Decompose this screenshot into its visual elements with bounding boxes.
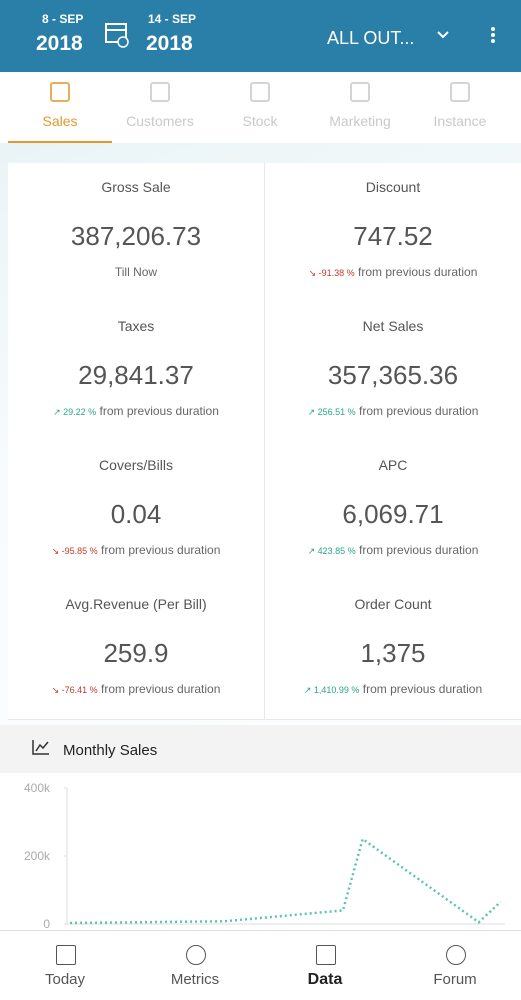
tab[interactable]: Customers <box>108 72 212 143</box>
tab[interactable]: Stock <box>208 72 312 143</box>
metric-note: ↗ 256.51 % from previous duration <box>265 404 521 418</box>
calendar-icon[interactable] <box>104 20 130 48</box>
trend-icon: ↘ <box>51 685 62 695</box>
metric-note-text: from previous duration <box>101 682 221 696</box>
metric-note: ↗ 423.85 % from previous duration <box>265 543 521 557</box>
nav-label[interactable]: Metrics <box>170 971 220 988</box>
metric-note-text: from previous duration <box>99 404 219 418</box>
metric-value: 1,375 <box>360 638 426 668</box>
tab-label[interactable]: Customers <box>126 113 194 129</box>
chart-icon <box>32 740 49 755</box>
metric-note: ↘ -76.41 % from previous duration <box>8 682 264 696</box>
tab-icon <box>250 82 270 102</box>
metric-label: Order Count <box>354 596 432 612</box>
end-year[interactable]: 2018 <box>146 32 193 55</box>
metric-label: Taxes <box>117 318 155 334</box>
metric-label: APC <box>378 457 408 473</box>
metric-note-text: from previous duration <box>359 404 479 418</box>
trend-icon: ↗ <box>307 546 318 556</box>
metric-change: 423.85 % <box>317 546 356 556</box>
chart-header: Monthly Sales <box>0 725 521 773</box>
sales-line <box>70 836 502 925</box>
metric-change: 1,410.99 % <box>313 685 360 695</box>
metric-card: Taxes 29,841.37 ↗ 29.22 % from previous du… <box>8 302 265 442</box>
y-tick-label: 0 <box>43 917 50 930</box>
metric-value: 357,365.36 <box>327 360 459 390</box>
metric-label: Gross Sale <box>101 179 171 195</box>
metric-value: 387,206.73 <box>70 221 202 251</box>
metric-card: Net Sales 357,365.36 ↗ 256.51 % from previ… <box>265 302 521 442</box>
nav-icon[interactable] <box>186 945 206 965</box>
tab-label[interactable]: Marketing <box>329 113 391 129</box>
tab[interactable]: Instance <box>408 72 512 143</box>
metric-card: Avg.Revenue (Per Bill) 259.9 ↘ -76.41 % fr… <box>8 580 265 720</box>
metric-label: Discount <box>365 179 421 195</box>
metric-card: Discount 747.52 ↘ -91.38 % from previous d… <box>265 163 521 303</box>
y-tick-label: 400k <box>24 781 51 795</box>
metric-card: APC 6,069.71 ↗ 423.85 % from previous dura… <box>265 441 521 581</box>
header: 8 - SEP 2018 14 - SEP 2018 ALL OUT... <box>0 0 521 72</box>
metric-note: ↗ 29.22 % from previous duration <box>8 404 264 418</box>
trend-icon: ↘ <box>51 546 62 556</box>
trend-icon: ↗ <box>53 407 64 417</box>
start-day[interactable]: 8 - SEP <box>42 12 84 26</box>
metric-note-text: from previous duration <box>101 543 221 557</box>
chart: 0 200k 400k <box>0 773 521 930</box>
tab-label[interactable]: Stock <box>242 113 278 129</box>
nav-label[interactable]: Today <box>44 971 86 988</box>
tab-icon <box>450 82 470 102</box>
metric-note: ↘ -91.38 % from previous duration <box>265 265 521 279</box>
metric-value: 747.52 <box>353 221 433 251</box>
nav-label[interactable]: Forum <box>433 971 477 988</box>
metric-card: Covers/Bills 0.04 ↘ -95.85 % from previous… <box>8 441 265 581</box>
tab-icon <box>150 82 170 102</box>
nav-icon[interactable] <box>56 945 76 965</box>
metric-card: Order Count 1,375 ↗ 1,410.99 % from previo… <box>265 580 521 720</box>
metric-change: -91.38 % <box>318 268 355 278</box>
nav-label[interactable]: Data <box>307 971 343 988</box>
bottom-nav: Today Metrics Data Forum <box>0 930 521 1000</box>
trend-icon: ↘ <box>308 268 319 278</box>
nav-icon[interactable] <box>446 945 466 965</box>
tab-icon <box>50 82 70 102</box>
tab[interactable]: Marketing <box>308 72 412 143</box>
metric-value: 0.04 <box>110 499 162 529</box>
metric-card: Gross Sale 387,206.73 Till Now <box>8 163 265 303</box>
tab-icon <box>350 82 370 102</box>
metric-note: ↗ 1,410.99 % from previous duration <box>265 682 521 696</box>
tab-label[interactable]: Instance <box>433 113 487 129</box>
metric-note-text: from previous duration <box>362 682 483 696</box>
metric-value: 259.9 <box>103 638 169 668</box>
metric-change: -76.41 % <box>61 685 98 695</box>
metric-value: 29,841.37 <box>78 360 194 390</box>
metric-change: 29.22 % <box>63 407 97 417</box>
metric-note: ↘ -95.85 % from previous duration <box>8 543 264 557</box>
menu-icon[interactable] <box>488 26 498 46</box>
metric-value: 6,069.71 <box>342 499 444 529</box>
nav-icon[interactable] <box>316 945 336 965</box>
y-tick-label: 200k <box>24 849 51 863</box>
end-day[interactable]: 14 - SEP <box>148 12 197 26</box>
metric-note: Till Now <box>8 265 264 279</box>
metric-label: Covers/Bills <box>99 457 173 473</box>
metric-note-text: from previous duration <box>359 543 479 557</box>
tab-bar: Sales Customers Stock Marketing Instance <box>0 72 521 143</box>
metric-label: Avg.Revenue (Per Bill) <box>65 596 207 612</box>
dropdown-arrow[interactable] <box>436 30 450 40</box>
chart-title: Monthly Sales <box>63 742 158 759</box>
trend-icon: ↗ <box>307 407 318 417</box>
tab-label[interactable]: Sales <box>42 113 78 129</box>
metric-change: -95.85 % <box>61 546 98 556</box>
metric-note-text: from previous duration <box>358 265 478 279</box>
metric-change: 256.51 % <box>317 407 356 417</box>
start-year[interactable]: 2018 <box>36 32 83 55</box>
trend-icon: ↗ <box>303 685 314 695</box>
metric-note-text: Till Now <box>114 265 158 279</box>
metric-label: Net Sales <box>362 318 424 334</box>
outlet-select[interactable]: ALL OUT... <box>327 28 415 48</box>
tab[interactable]: Sales <box>8 72 112 143</box>
